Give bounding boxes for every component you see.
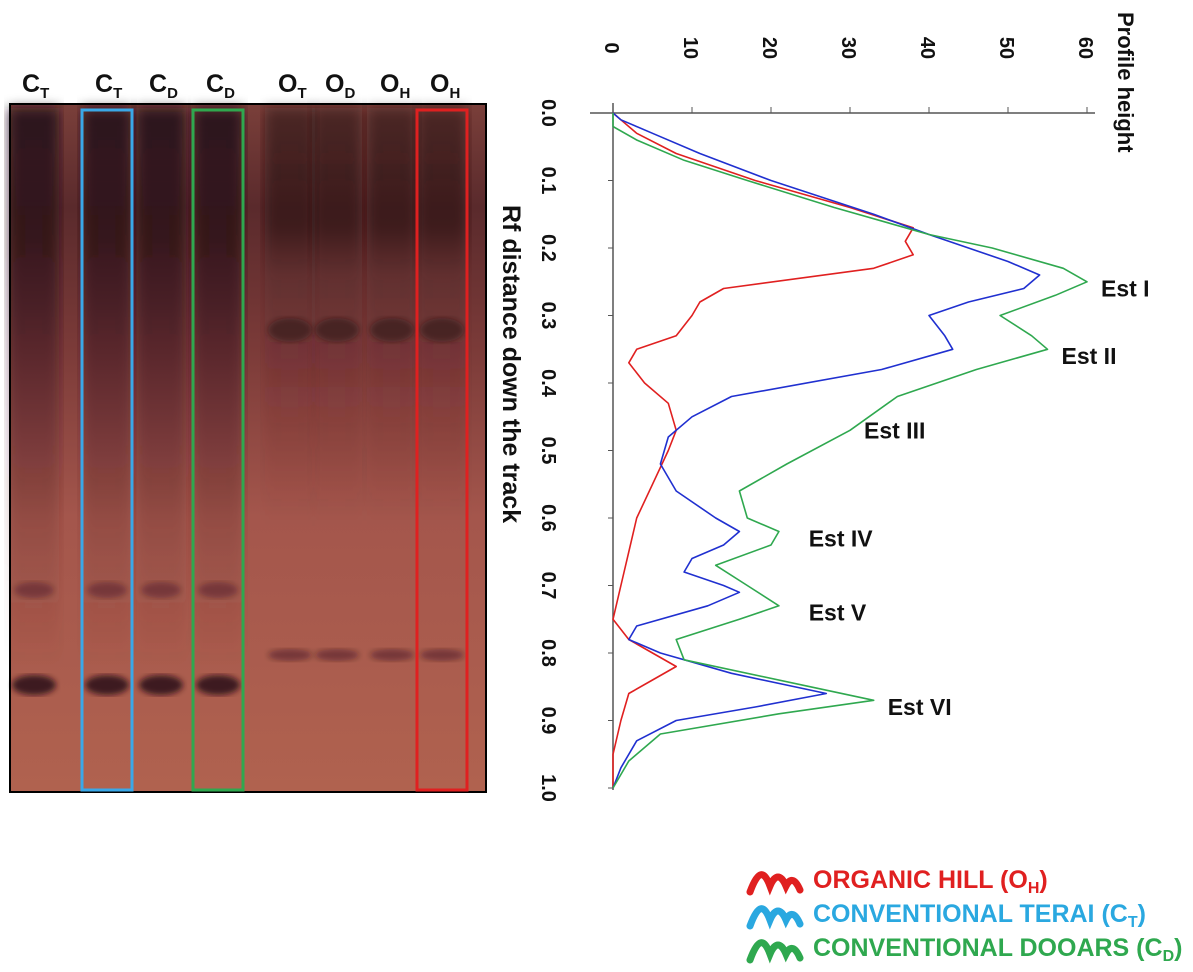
lane-highlight-box	[415, 108, 469, 792]
gel-band	[268, 649, 312, 661]
legend-swatch-icon	[746, 871, 804, 896]
gel-band	[139, 675, 183, 695]
legend-label: CONVENTIONAL TERAI (CT)	[813, 900, 1146, 931]
gel-band	[370, 318, 414, 342]
gel-image: CT CT CD CD OT OD OH OH	[9, 70, 487, 793]
lane-label: OH	[430, 70, 460, 102]
peak-label: Est V	[809, 600, 867, 626]
legend-swatch-icon	[746, 939, 804, 964]
rf-tick-label: 0.0	[537, 99, 559, 127]
lane-label: CT	[95, 70, 122, 102]
gel-band	[315, 649, 359, 661]
rf-tick-label: 0.9	[537, 707, 559, 735]
lane-label: CT	[22, 70, 49, 102]
gel-lane-smear	[9, 108, 59, 668]
peak-label: Est II	[1062, 343, 1117, 369]
rf-tick-label: 0.6	[537, 504, 559, 532]
series-line-1	[612, 112, 1041, 789]
lane-label: CD	[149, 70, 178, 102]
x-axis-title: Rf distance down the track	[497, 205, 525, 523]
peak-label: Est IV	[809, 525, 874, 551]
gel-lane-smear	[82, 108, 132, 668]
rf-tick-label: 0.2	[537, 234, 559, 262]
height-tick-label: 30	[837, 37, 859, 59]
lane-highlight-box	[191, 108, 245, 792]
peak-label: Est VI	[888, 694, 952, 720]
rf-tick-label: 0.1	[537, 167, 559, 195]
legend-label: ORGANIC HILL (OH)	[813, 866, 1048, 897]
gel-lane-smear	[136, 108, 186, 668]
gel-band	[315, 318, 359, 342]
gel-band	[87, 582, 127, 598]
gel-border	[9, 103, 487, 793]
gel-lane-smear	[193, 108, 243, 668]
peak-label: Est I	[1101, 276, 1150, 302]
lane-highlight-boxes	[80, 108, 469, 792]
legend: ORGANIC HILL (OH)CONVENTIONAL TERAI (CT)…	[746, 866, 1182, 965]
gel-band	[268, 318, 312, 342]
lane-label: OH	[380, 70, 410, 102]
gel-band	[14, 582, 54, 598]
rf-tick-label: 0.5	[537, 437, 559, 465]
peak-annotations: Est I Est II Est III Est IV Est V Est VI	[809, 276, 1150, 721]
lane-labels: CT CT CD CD OT OD OH OH	[22, 70, 460, 102]
legend-label: CONVENTIONAL DOOARS (CD)	[813, 934, 1182, 965]
gel-band	[141, 582, 181, 598]
rf-tick-label: 0.8	[537, 639, 559, 667]
legend-item: CONVENTIONAL TERAI (CT)	[746, 900, 1146, 931]
height-tick-label: 40	[916, 37, 938, 59]
legend-item: ORGANIC HILL (OH)	[746, 866, 1048, 897]
height-tick-label: 0	[600, 42, 622, 53]
gel-band	[85, 675, 129, 695]
gel-lanes	[9, 108, 467, 695]
lane-label: OT	[278, 70, 307, 102]
height-tick-label: 50	[995, 37, 1017, 59]
lane-label: CD	[206, 70, 235, 102]
rf-tick-label: 1.0	[537, 774, 559, 802]
rf-tick-label: 0.4	[537, 369, 559, 398]
gel-band	[370, 649, 414, 661]
series-lines	[612, 112, 1088, 789]
height-tick-label: 20	[758, 37, 780, 59]
y-axis-title: Profile height	[1113, 12, 1138, 153]
gel-band	[196, 675, 240, 695]
series-line-2	[612, 113, 1088, 789]
gel-band	[420, 649, 464, 661]
gel-band	[420, 318, 464, 342]
height-tick-label: 10	[679, 37, 701, 59]
rf-tick-label: 0.7	[537, 572, 559, 600]
series-line-0	[612, 112, 914, 788]
rf-distance-axis: 0.0 0.1 0.2 0.3 0.4 0.5 0.6 0.7 0.8 0.9 1.0	[537, 99, 614, 802]
lane-highlight-box	[80, 108, 134, 792]
gel-band	[198, 582, 238, 598]
peak-label: Est III	[864, 417, 925, 443]
profile-height-axis: 0 10 20 30 40 50 60	[590, 37, 1096, 114]
gel-band	[12, 675, 56, 695]
height-tick-label: 60	[1074, 37, 1096, 59]
legend-swatch-icon	[746, 905, 804, 930]
rf-tick-label: 0.3	[537, 302, 559, 330]
profile-plot: 0 10 20 30 40 50 60 0.00.10.20.30.40.50.60.70.…	[497, 12, 1150, 802]
legend-item: CONVENTIONAL DOOARS (CD)	[746, 934, 1182, 965]
lane-label: OD	[325, 70, 355, 102]
